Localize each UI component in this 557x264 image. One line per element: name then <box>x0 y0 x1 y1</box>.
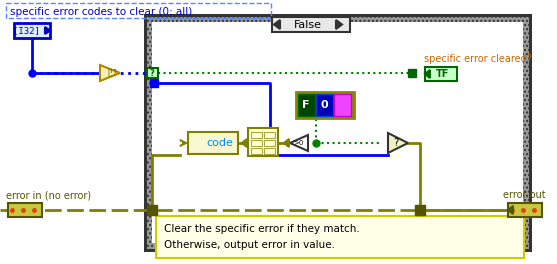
Text: specific error codes to clear (0: all): specific error codes to clear (0: all) <box>10 7 192 17</box>
Text: code: code <box>207 138 233 148</box>
Bar <box>248 128 278 156</box>
Polygon shape <box>336 20 342 29</box>
Text: specific error cleared?: specific error cleared? <box>424 54 532 64</box>
Text: ?: ? <box>393 138 399 148</box>
Bar <box>316 94 333 116</box>
Text: ?: ? <box>150 68 154 78</box>
Polygon shape <box>45 27 50 34</box>
Bar <box>14 23 50 38</box>
Bar <box>334 94 351 116</box>
Text: error in (no error): error in (no error) <box>6 190 91 200</box>
Bar <box>147 68 158 78</box>
Bar <box>296 92 354 118</box>
Bar <box>264 140 275 146</box>
Polygon shape <box>388 133 408 153</box>
Polygon shape <box>290 135 308 151</box>
Bar <box>152 22 523 243</box>
Polygon shape <box>425 70 430 78</box>
Text: Clear the specific error if they match.
Otherwise, output error in value.: Clear the specific error if they match. … <box>164 224 360 249</box>
Bar <box>6 3 271 18</box>
Text: [I32]: [I32] <box>13 26 40 35</box>
Bar <box>145 15 530 250</box>
Bar <box>425 67 457 81</box>
Polygon shape <box>508 206 513 214</box>
Polygon shape <box>100 65 120 81</box>
Bar <box>8 203 42 217</box>
Polygon shape <box>274 20 280 29</box>
Text: False: False <box>294 20 322 30</box>
Bar <box>145 15 530 250</box>
Bar <box>251 132 262 138</box>
Text: F: F <box>302 100 310 110</box>
Polygon shape <box>242 139 247 147</box>
Bar <box>251 148 262 154</box>
Bar <box>156 216 524 258</box>
Bar <box>264 148 275 154</box>
Bar <box>150 79 158 87</box>
Text: error out: error out <box>504 190 546 200</box>
Bar <box>508 203 542 217</box>
Polygon shape <box>284 139 289 147</box>
Bar <box>145 15 530 250</box>
Bar <box>188 132 238 154</box>
Text: [!?: [!? <box>107 68 117 78</box>
Bar <box>251 140 262 146</box>
Bar <box>272 17 350 32</box>
Text: 0: 0 <box>320 100 328 110</box>
Text: >0: >0 <box>293 140 303 146</box>
Bar <box>298 94 315 116</box>
Bar <box>264 132 275 138</box>
Bar <box>152 22 523 243</box>
Text: TF: TF <box>436 69 449 79</box>
